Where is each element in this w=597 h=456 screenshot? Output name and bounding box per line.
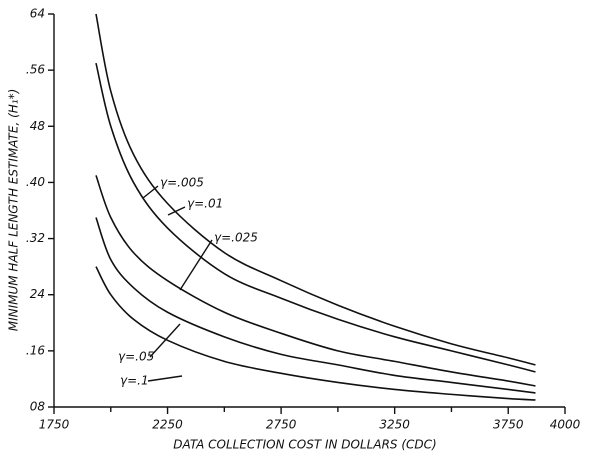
y-tick-label: .16 (26, 343, 45, 357)
curve (95, 62, 536, 373)
y-tick-label: 24 (30, 287, 45, 301)
y-tick-label: 64 (30, 7, 45, 21)
curve-label: γ=.005 (160, 176, 204, 190)
x-axis-label: DATA COLLECTION COST IN DOLLARS (CDC) (173, 438, 436, 452)
curve-label: γ=.025 (214, 231, 258, 245)
y-tick-label: .32 (26, 231, 45, 245)
x-tick-label: 3750 (493, 418, 524, 432)
curve-label: γ=.1 (120, 374, 149, 388)
x-tick-label: 4000 (550, 418, 581, 432)
y-tick-label: 48 (30, 119, 46, 133)
leader-line (147, 375, 183, 382)
leader-line (142, 185, 159, 199)
leader-line (149, 323, 181, 358)
x-tick-label: 2250 (152, 418, 183, 432)
x-tick-label: 3250 (379, 418, 410, 432)
curve (95, 13, 536, 366)
curve (95, 266, 536, 401)
y-tick-label: 08 (30, 400, 46, 414)
y-tick-label: .56 (26, 63, 45, 77)
curve-label: γ=.01 (187, 197, 223, 211)
curve-label: γ=.05 (118, 350, 154, 364)
y-tick-label: .40 (26, 175, 45, 189)
y-axis-label: MINIMUM HALF LENGTH ESTIMATE, (H₁*) (7, 89, 21, 332)
x-tick-label: 1750 (39, 418, 70, 432)
curve (95, 217, 536, 394)
x-tick-label: 2750 (266, 418, 297, 432)
leader-line (167, 206, 186, 216)
curve (95, 175, 536, 387)
leader-line (179, 239, 213, 291)
